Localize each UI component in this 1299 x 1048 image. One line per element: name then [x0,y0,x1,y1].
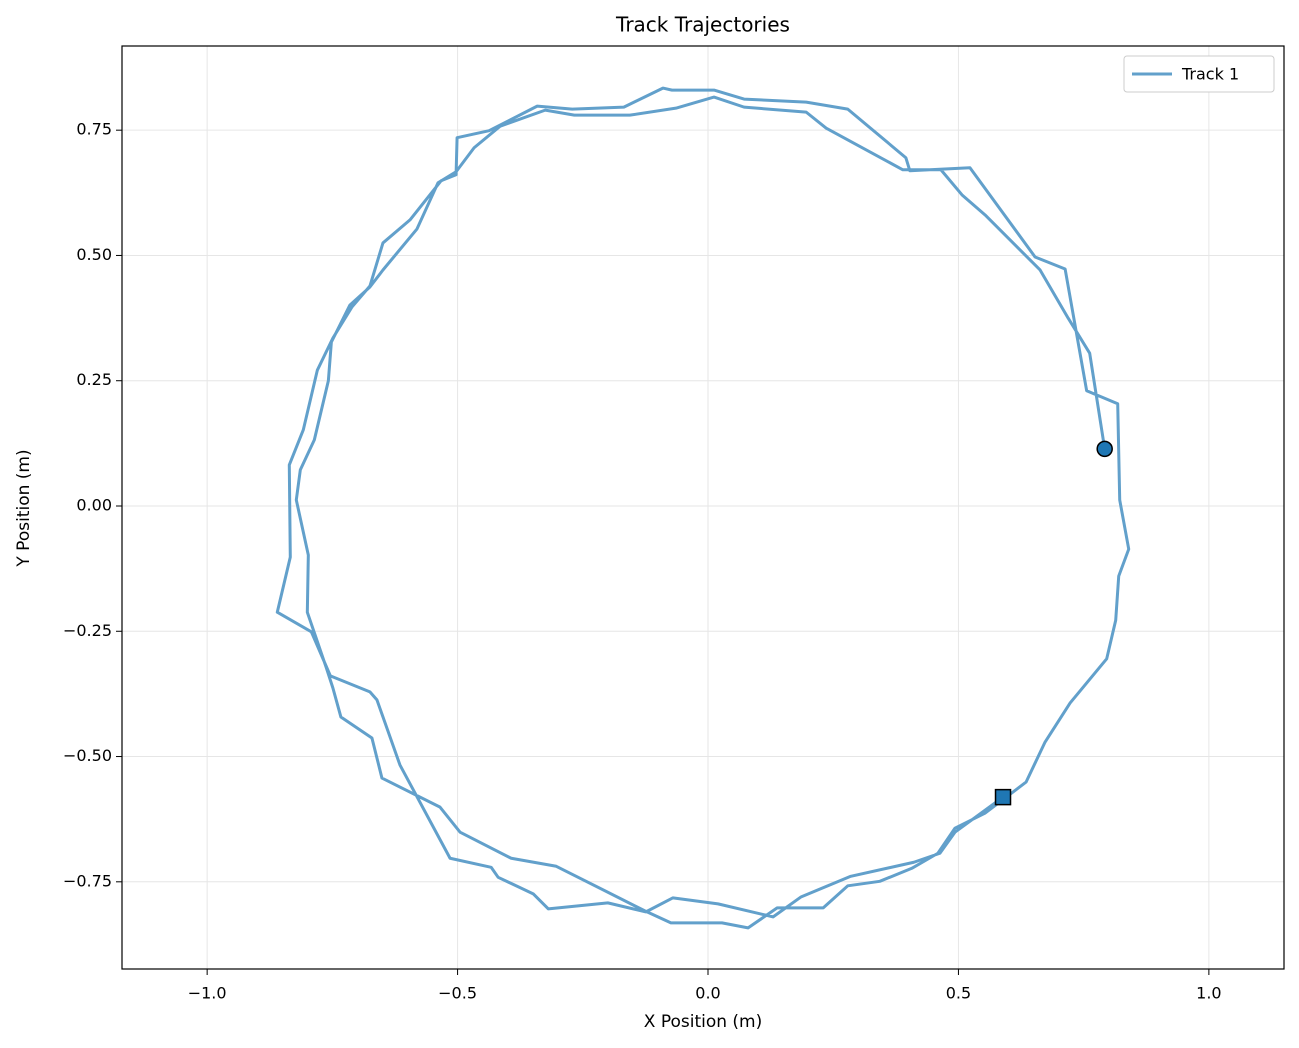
y-tick-label: 0.50 [76,245,112,264]
y-tick-label: −0.50 [63,746,112,765]
x-axis-label: X Position (m) [644,1012,762,1032]
y-tick-label: −0.25 [63,621,112,640]
legend-label: Track 1 [1181,65,1239,84]
trajectory-line [275,86,1131,930]
y-axis-label: Y Position (m) [14,449,34,567]
x-tick-label: 0.5 [946,984,971,1003]
x-tick-label: 1.0 [1196,984,1221,1003]
start-marker [1096,440,1113,458]
y-tick-label: 0.75 [76,120,112,139]
x-tick-label: −0.5 [438,984,477,1003]
legend-box [1123,55,1275,93]
end-marker [994,788,1012,806]
plot-frame [121,45,1285,970]
chart-title: Track Trajectories [615,13,790,37]
x-tick-label: 0.0 [695,984,720,1003]
y-tick-label: 0.00 [76,495,112,514]
x-tick-label: −1.0 [188,984,227,1003]
y-tick-label: −0.75 [63,871,112,890]
y-tick-label: 0.25 [76,370,112,389]
